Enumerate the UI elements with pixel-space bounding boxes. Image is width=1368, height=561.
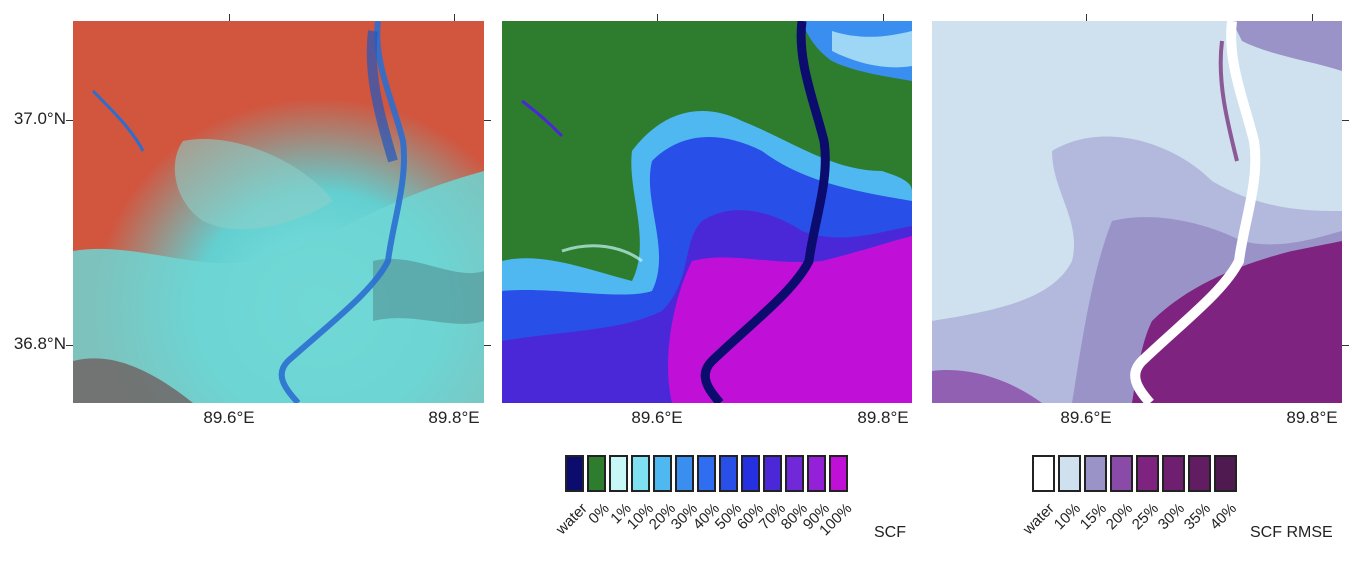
legend_scf-swatch-6 xyxy=(697,455,716,492)
legend_rmse-swatch-2 xyxy=(1084,455,1107,492)
legend_scf-swatch-8 xyxy=(741,455,760,492)
legend_rmse-label-7: 40% xyxy=(1206,500,1241,534)
legend_rmse-swatch-1 xyxy=(1058,455,1081,492)
legend_rmse-label-6: 35% xyxy=(1180,500,1215,534)
scf-rmse-panel xyxy=(932,21,1342,403)
legend_rmse-label-5: 30% xyxy=(1154,500,1189,534)
legend_scf-swatch-12 xyxy=(829,455,848,492)
legend_scf-swatch-0 xyxy=(565,455,584,492)
legend_rmse-label-2: 15% xyxy=(1076,500,1111,534)
scf-legend xyxy=(565,455,851,492)
legend_scf-swatch-1 xyxy=(587,455,606,492)
legend_rmse-swatch-3 xyxy=(1110,455,1133,492)
x-label-panel1-89-8: 89.8°E xyxy=(428,408,480,427)
scf-legend-labels: water 0% 1% 10% 20% 30% 40% 50% 60% 70% 80% 90% 100% xyxy=(553,500,875,560)
legend_scf-swatch-4 xyxy=(653,455,672,492)
false-color-panel xyxy=(73,21,484,403)
legend_scf-label-0: water xyxy=(552,500,591,538)
legend_rmse-label-4: 25% xyxy=(1128,500,1163,534)
legend_scf-swatch-11 xyxy=(807,455,826,492)
legend_rmse-swatch-0 xyxy=(1032,455,1055,492)
legend_rmse-swatch-6 xyxy=(1188,455,1211,492)
scf-rmse-legend-title: SCF RMSE xyxy=(1250,524,1333,541)
scf-panel xyxy=(502,21,912,403)
scf-rmse-image xyxy=(932,21,1342,403)
legend_scf-swatch-5 xyxy=(675,455,694,492)
x-label-panel3-89-8: 89.8°E xyxy=(1286,408,1338,427)
scf-rmse-legend-labels: water 10% 15% 20% 25% 30% 35% 40% xyxy=(1020,500,1240,560)
false-color-image xyxy=(73,21,484,403)
legend_rmse-swatch-5 xyxy=(1162,455,1185,492)
legend_scf-swatch-10 xyxy=(785,455,804,492)
x-label-panel2-89-8: 89.8°E xyxy=(857,408,909,427)
legend_rmse-swatch-4 xyxy=(1136,455,1159,492)
legend_rmse-label-3: 20% xyxy=(1102,500,1137,534)
scf-legend-title: SCF xyxy=(874,524,906,541)
legend_rmse-label-1: 10% xyxy=(1050,500,1085,534)
legend_scf-swatch-3 xyxy=(631,455,650,492)
y-label-37-0: 37.0°N xyxy=(13,109,66,128)
x-label-panel1-89-6: 89.6°E xyxy=(203,408,255,427)
legend_scf-swatch-2 xyxy=(609,455,628,492)
legend_scf-swatch-9 xyxy=(763,455,782,492)
x-label-panel2-89-6: 89.6°E xyxy=(631,408,683,427)
scf-image xyxy=(502,21,912,403)
y-label-36-8: 36.8°N xyxy=(13,334,66,353)
x-label-panel3-89-6: 89.6°E xyxy=(1060,408,1112,427)
scf-rmse-legend xyxy=(1032,455,1240,492)
legend_rmse-swatch-7 xyxy=(1214,455,1237,492)
legend_scf-swatch-7 xyxy=(719,455,738,492)
